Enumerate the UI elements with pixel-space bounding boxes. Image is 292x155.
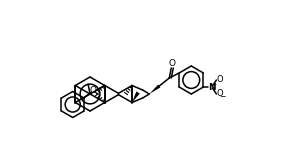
Polygon shape xyxy=(149,85,160,94)
Text: −: − xyxy=(219,93,226,102)
Text: O: O xyxy=(216,89,223,98)
Text: O: O xyxy=(169,60,176,69)
Text: N: N xyxy=(208,82,216,91)
Text: +: + xyxy=(212,82,217,86)
Text: O: O xyxy=(89,86,96,95)
Polygon shape xyxy=(132,91,140,102)
Text: O: O xyxy=(216,75,223,84)
